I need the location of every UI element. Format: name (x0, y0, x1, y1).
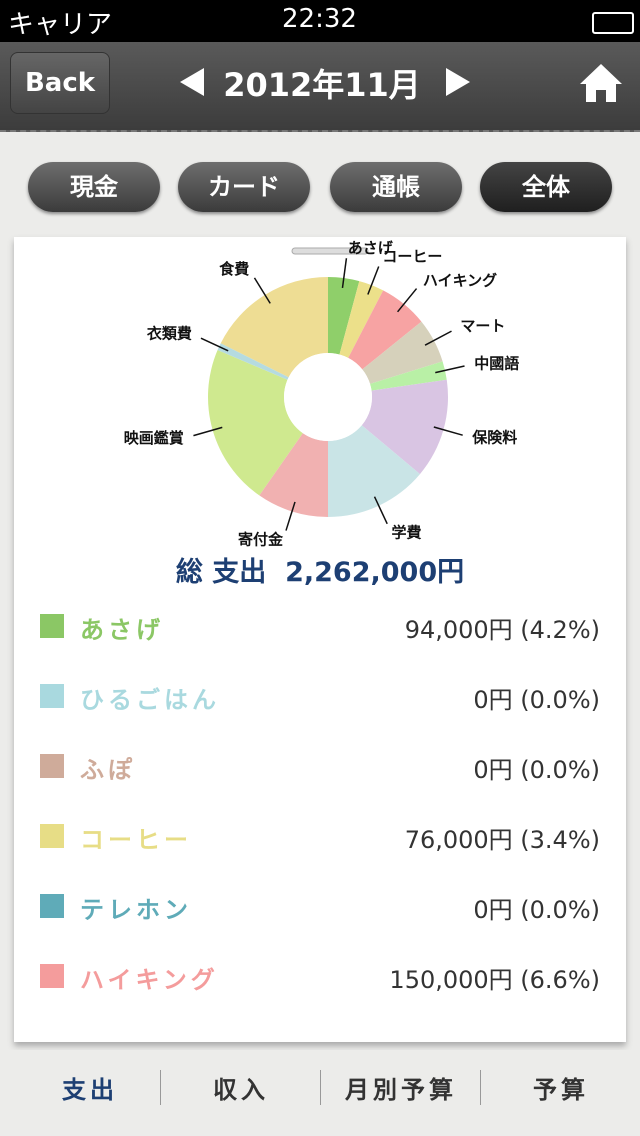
slice-label: あさげ (348, 239, 394, 257)
slice (217, 343, 289, 380)
slice-label: 寄付金 (238, 531, 284, 549)
tab[interactable]: 収入 (160, 1070, 321, 1105)
leader-line (285, 501, 296, 531)
leader-line (193, 426, 223, 437)
donut-hole (284, 353, 372, 441)
amount: 0円 (0.0%) (473, 896, 600, 924)
slice (259, 433, 328, 517)
leader-line (433, 426, 463, 436)
slice (339, 281, 384, 358)
category-name: あさげ (80, 616, 164, 644)
handle (291, 247, 369, 255)
prev-month[interactable] (180, 68, 204, 96)
slice (220, 277, 328, 378)
month-title: 2012年11月 (223, 66, 421, 104)
amount: 0円 (0.0%) (473, 686, 600, 714)
amount: 94,000円 (4.2%) (404, 616, 600, 644)
swatch (40, 964, 64, 988)
category-name: テレホン (80, 896, 192, 924)
slice (348, 290, 422, 370)
leader-line (253, 277, 271, 304)
total-value: 2,262,000円 (285, 557, 465, 588)
leader-line (367, 266, 380, 295)
total-label: 総 支出 (175, 557, 267, 588)
filter-button[interactable]: カード (178, 162, 310, 212)
leader-line (424, 330, 452, 346)
swatch (40, 824, 64, 848)
nav-bar: Back 2012年11月 (0, 42, 640, 132)
leader-line (341, 258, 348, 289)
status-bar: キャリア 22:32 (0, 0, 640, 42)
slice (328, 277, 360, 355)
carrier: キャリア (8, 10, 113, 40)
category-row[interactable]: あさげ 94,000円 (4.2%) (40, 606, 600, 646)
swatch (40, 614, 64, 638)
slice (362, 321, 443, 384)
slice (328, 425, 420, 517)
total: 総 支出 2,262,000円 (0, 550, 640, 589)
category-row[interactable]: コーヒー 76,000円 (3.4%) (40, 816, 600, 856)
amount: 0円 (0.0%) (473, 756, 600, 784)
next-month[interactable] (446, 68, 470, 96)
slice-label: 保険料 (471, 428, 517, 446)
category-row[interactable]: ひるごはん 0円 (0.0%) (40, 676, 600, 716)
category-name: ふぽ (80, 756, 136, 784)
category-name: コーヒー (80, 826, 192, 854)
category-name: ハイキング (80, 966, 219, 994)
slice-label: マート (460, 317, 505, 335)
slice-label: ハイキング (423, 271, 497, 289)
filter-button[interactable]: 現金 (28, 162, 160, 212)
slice (208, 350, 303, 496)
tab[interactable]: 予算 (480, 1070, 640, 1105)
slice-label: コーヒー (382, 248, 442, 266)
category-row[interactable]: ふぽ 0円 (0.0%) (40, 746, 600, 786)
swatch (40, 894, 64, 918)
tab[interactable]: 月別予算 (320, 1070, 481, 1105)
slice-label: 食費 (219, 260, 249, 278)
slice (370, 361, 447, 391)
filter-button[interactable]: 通帳 (330, 162, 462, 212)
category-row[interactable]: ハイキング 150,000円 (6.6%) (40, 956, 600, 996)
slice (361, 379, 448, 475)
back-button[interactable]: Back (10, 52, 110, 114)
time: 22:32 (282, 4, 357, 34)
slice-label: 学費 (391, 523, 421, 541)
category-row[interactable]: テレホン 0円 (0.0%) (40, 886, 600, 926)
leader-line (373, 496, 388, 525)
amount: 76,000円 (3.4%) (404, 826, 600, 854)
battery (592, 12, 634, 34)
swatch (40, 754, 64, 778)
amount: 150,000円 (6.6%) (389, 966, 600, 994)
home-button[interactable] (578, 62, 624, 104)
category-name: ひるごはん (80, 686, 220, 714)
leader-line (200, 337, 229, 352)
slice-label: 映画鑑賞 (124, 429, 184, 447)
slice-label: 衣類費 (147, 324, 192, 342)
leader-line (435, 365, 465, 374)
slice-label: 中國語 (474, 354, 519, 372)
leader-line (397, 288, 418, 313)
tab[interactable]: 支出 (62, 1076, 118, 1104)
swatch (40, 684, 64, 708)
filter-button[interactable]: 全体 (480, 162, 612, 212)
